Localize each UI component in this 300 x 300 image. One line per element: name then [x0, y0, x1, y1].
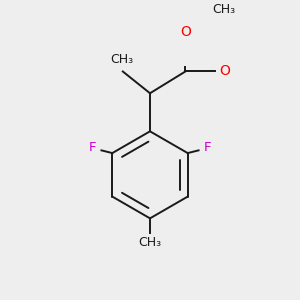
Text: CH₃: CH₃ — [213, 3, 236, 16]
Text: CH₃: CH₃ — [138, 236, 162, 249]
Text: CH₃: CH₃ — [110, 53, 133, 66]
Text: O: O — [180, 25, 191, 39]
Text: F: F — [204, 141, 212, 154]
Text: F: F — [88, 141, 96, 154]
Text: O: O — [219, 64, 230, 79]
